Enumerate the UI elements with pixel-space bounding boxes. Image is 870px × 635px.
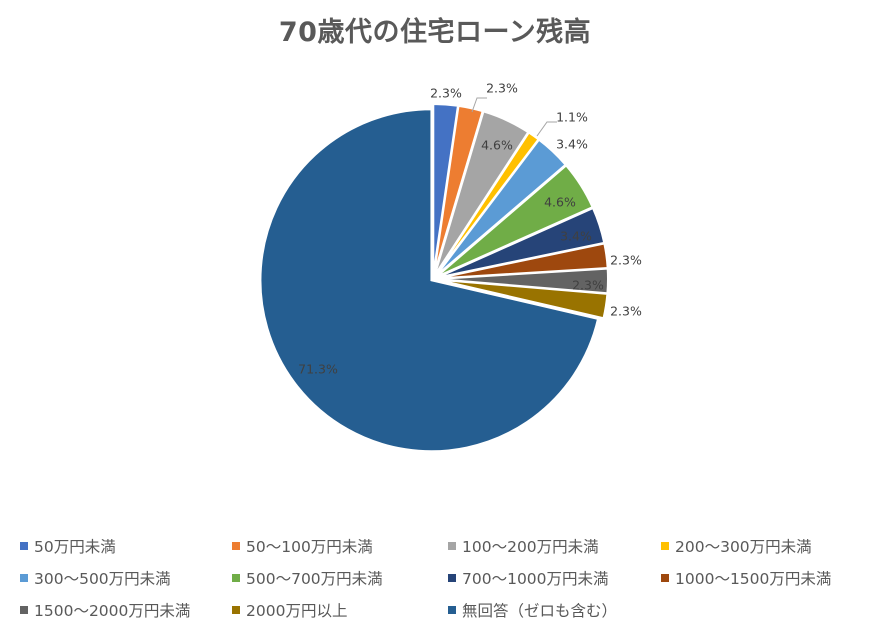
legend-label: 700〜1000万円未満: [462, 570, 609, 588]
legend-label: 300〜500万円未満: [34, 570, 171, 588]
legend-swatch-icon: [232, 606, 240, 614]
legend-swatch-icon: [448, 542, 456, 550]
leader-line: [536, 121, 557, 137]
legend-item-8: 1500〜2000万円未満: [20, 599, 190, 621]
data-label-0: 2.3%: [430, 86, 462, 101]
legend-label: 50〜100万円未満: [246, 538, 373, 556]
data-label-9: 2.3%: [610, 304, 642, 319]
legend-item-9: 2000万円以上: [232, 599, 347, 621]
legend-label: 100〜200万円未満: [462, 538, 599, 556]
legend-item-0: 50万円未満: [20, 535, 116, 557]
legend-swatch-icon: [232, 542, 240, 550]
chart-title: 70歳代の住宅ローン残高: [278, 17, 592, 48]
data-label-1: 2.3%: [486, 81, 518, 96]
leader-line: [471, 97, 487, 113]
legend-swatch-icon: [448, 574, 456, 582]
legend-label: 50万円未満: [34, 538, 116, 556]
legend-item-6: 700〜1000万円未満: [448, 567, 609, 589]
legend-item-4: 300〜500万円未満: [20, 567, 171, 589]
legend-item-7: 1000〜1500万円未満: [661, 567, 831, 589]
legend-swatch-icon: [20, 542, 28, 550]
pie-slice-10: [259, 108, 600, 453]
legend-swatch-icon: [661, 574, 669, 582]
legend-item-5: 500〜700万円未満: [232, 567, 383, 589]
legend-label: 200〜300万円未満: [675, 538, 812, 556]
legend-item-2: 100〜200万円未満: [448, 535, 599, 557]
legend-swatch-icon: [20, 606, 28, 614]
data-label-2: 4.6%: [481, 138, 513, 153]
data-label-3: 1.1%: [556, 110, 588, 125]
legend-item-10: 無回答（ゼロも含む）: [448, 599, 617, 621]
pie-chart: 2.3% 2.3% 4.6% 1.1% 3.4% 4.6% 3.4% 2.3% 2.3% 2.3%…: [259, 81, 642, 453]
data-label-10: 71.3%: [298, 362, 338, 377]
legend-swatch-icon: [20, 574, 28, 582]
pie-slice-4: [434, 138, 567, 277]
legend-swatch-icon: [448, 606, 456, 614]
data-label-8: 2.3%: [572, 278, 604, 293]
legend-label: 500〜700万円未満: [246, 570, 383, 588]
data-label-5: 4.6%: [544, 195, 576, 210]
legend-label: 無回答（ゼロも含む）: [462, 602, 618, 620]
data-label-4: 3.4%: [556, 137, 588, 152]
data-label-6: 3.4%: [560, 229, 592, 244]
pie-slice-5: [435, 164, 594, 278]
legend-label: 1000〜1500万円未満: [675, 570, 832, 588]
legend-swatch-icon: [661, 542, 669, 550]
pie-slice-9: [436, 278, 609, 320]
legend-item-1: 50〜100万円未満: [232, 535, 373, 557]
legend-swatch-icon: [232, 574, 240, 582]
legend-label: 2000万円以上: [246, 602, 348, 620]
legend-item-3: 200〜300万円未満: [661, 535, 812, 557]
data-label-7: 2.3%: [610, 253, 642, 268]
legend-label: 1500〜2000万円未満: [34, 602, 191, 620]
